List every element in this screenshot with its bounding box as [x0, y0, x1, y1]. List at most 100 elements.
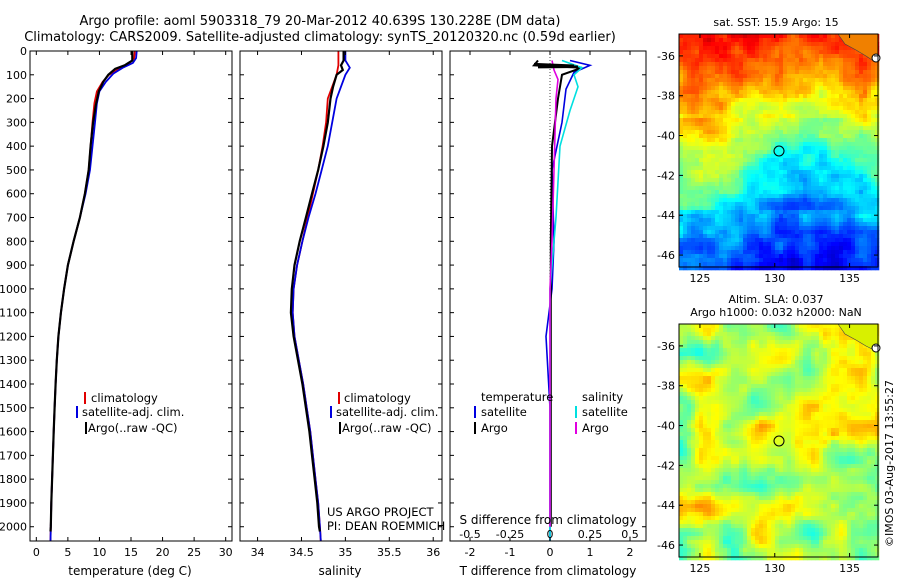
sla-map-field [679, 324, 880, 561]
map-cell [771, 328, 776, 333]
map-cell [851, 98, 856, 103]
map-cell [791, 380, 796, 385]
map-cell [819, 206, 824, 211]
map-cell [851, 384, 856, 389]
map-cell [703, 242, 708, 247]
map-cell [691, 246, 696, 251]
map-cell [779, 328, 784, 333]
map-cell [767, 444, 772, 449]
map-cell [839, 230, 844, 235]
map-cell [767, 246, 772, 251]
map-cell [695, 54, 700, 59]
map-cell [791, 166, 796, 171]
map-cell [763, 332, 768, 337]
map-cell [851, 66, 856, 71]
map-cell [695, 396, 700, 401]
map-cell [791, 432, 796, 437]
map-cell [763, 110, 768, 115]
map-cell [683, 78, 688, 83]
map-cell [767, 372, 772, 377]
map-cell [755, 142, 760, 147]
map-cell [839, 162, 844, 167]
map-cell [827, 90, 832, 95]
map-cell [683, 340, 688, 345]
map-cell [799, 166, 804, 171]
map-cell [767, 420, 772, 425]
map-cell [751, 372, 756, 377]
map-cell [743, 130, 748, 135]
map-cell [871, 246, 876, 251]
map-cell [843, 194, 848, 199]
map-cell [715, 50, 720, 55]
map-cell [795, 266, 800, 271]
map-cell [851, 368, 856, 373]
map-cell [759, 126, 764, 131]
map-cell [707, 250, 712, 255]
map-cell [683, 146, 688, 151]
map-cell [863, 384, 868, 389]
map-cell [703, 194, 708, 199]
map-cell [683, 250, 688, 255]
map-cell [699, 266, 704, 271]
map-cell [871, 206, 876, 211]
map-cell [687, 404, 692, 409]
map-cell [683, 448, 688, 453]
map-cell [851, 396, 856, 401]
map-cell [743, 404, 748, 409]
map-cell [815, 388, 820, 393]
map-cell [843, 428, 848, 433]
map-cell [831, 122, 836, 127]
map-cell [735, 368, 740, 373]
map-cell [779, 42, 784, 47]
map-cell [859, 448, 864, 453]
map-cell [823, 348, 828, 353]
map-cell [719, 444, 724, 449]
map-cell [819, 62, 824, 67]
map-cell [823, 138, 828, 143]
map-cell [755, 250, 760, 255]
map-cell [871, 154, 876, 159]
map-cell [695, 380, 700, 385]
map-cell [775, 352, 780, 357]
map-cell [775, 34, 780, 39]
map-cell [843, 432, 848, 437]
map-cell [739, 54, 744, 59]
map-cell [751, 82, 756, 87]
map-cell [699, 54, 704, 59]
y-tick-label: 1300 [0, 354, 27, 367]
map-cell [719, 62, 724, 67]
legend-climatology-label: climatology [344, 391, 411, 405]
map-cell [715, 162, 720, 167]
map-cell [827, 186, 832, 191]
map-cell [699, 254, 704, 259]
map-cell [731, 42, 736, 47]
map-cell [707, 364, 712, 369]
map-cell [783, 420, 788, 425]
map-cell [823, 258, 828, 263]
map-cell [691, 396, 696, 401]
map-cell [815, 372, 820, 377]
map-cell [835, 90, 840, 95]
map-cell [783, 444, 788, 449]
map-cell [855, 364, 860, 369]
map-cell [747, 122, 752, 127]
map-cell [695, 348, 700, 353]
map-cell [755, 166, 760, 171]
map-cell [823, 74, 828, 79]
map-cell [851, 174, 856, 179]
map-cell [743, 452, 748, 457]
map-cell [687, 376, 692, 381]
map-cell [679, 420, 684, 425]
map-cell [687, 198, 692, 203]
map-cell [831, 408, 836, 413]
map-cell [735, 444, 740, 449]
map-cell [703, 82, 708, 87]
map-cell [719, 58, 724, 63]
map-cell [771, 404, 776, 409]
map-cell [807, 372, 812, 377]
map-cell [811, 352, 816, 357]
map-cell [715, 234, 720, 239]
map-cell [851, 460, 856, 465]
map-cell [795, 408, 800, 413]
map-cell [739, 94, 744, 99]
